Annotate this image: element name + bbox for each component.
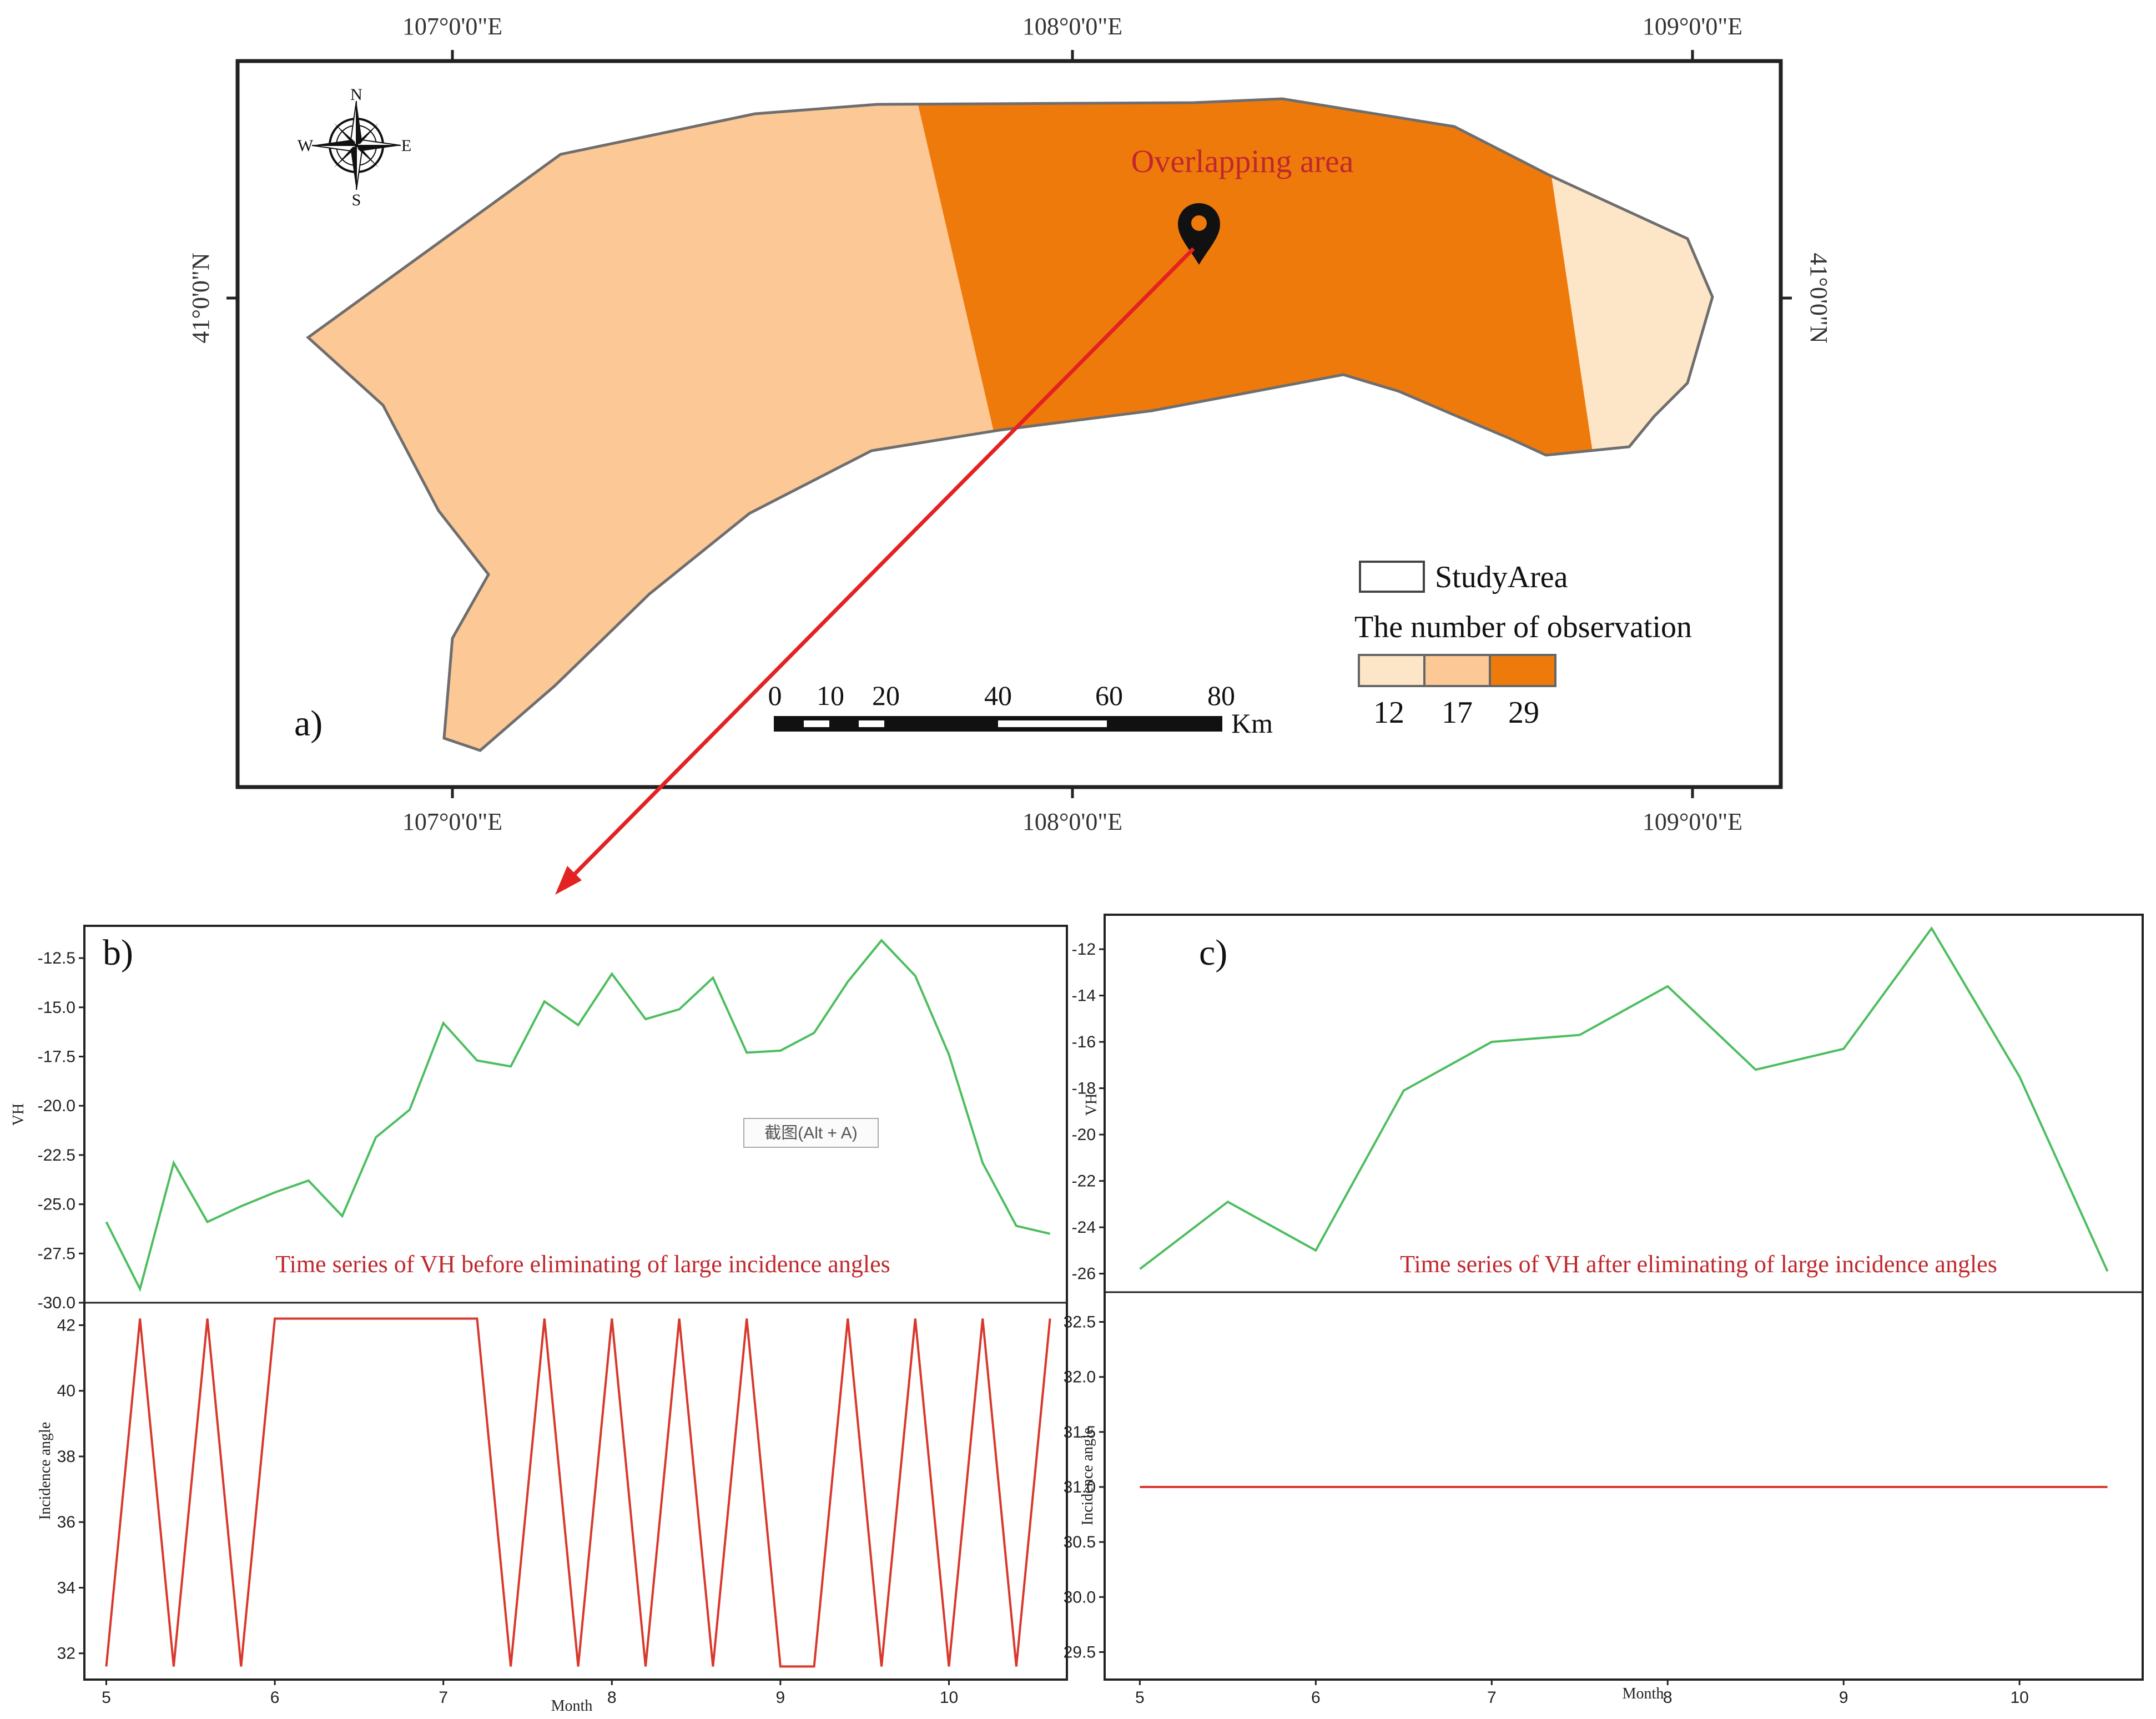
ytick-label: 38: [57, 1448, 75, 1466]
ytick-label: 32.5: [1064, 1313, 1096, 1332]
ytick-label: -20: [1072, 1126, 1096, 1144]
ytick-label: 36: [57, 1513, 75, 1531]
xtick-label: 9: [1839, 1688, 1848, 1707]
ytick-label: -24: [1072, 1218, 1096, 1237]
xtick-label: 5: [102, 1688, 111, 1707]
ytick-label: -30.0: [38, 1294, 75, 1312]
scale-tick-60: 60: [1095, 680, 1123, 711]
ytick-label: 30.5: [1064, 1533, 1096, 1551]
ytick-label: 30.0: [1064, 1588, 1096, 1606]
ytick-label: 29.5: [1064, 1643, 1096, 1661]
chart-b-annotation: Time series of VH before eliminating of …: [275, 1251, 890, 1278]
compass-w: W: [298, 137, 314, 155]
ytick-label: 32.0: [1064, 1368, 1096, 1387]
chart-b-panel-label: b): [103, 932, 133, 973]
lon-label-bottom-3: 109°0'0"E: [1643, 808, 1742, 835]
chart-c-incidence-ylabel: Incidence angle: [1079, 1428, 1096, 1525]
scale-tick-20: 20: [872, 680, 900, 711]
lat-label-right: 41°0'0"N: [1805, 253, 1832, 343]
xtick-label: 8: [1663, 1688, 1673, 1707]
ytick-label: -15.0: [38, 999, 75, 1017]
screenshot-tooltip-text: 截图(Alt + A): [764, 1124, 858, 1142]
map-panel: 107°0'0"E 108°0'0"E 109°0'0"E 107°0'0"E …: [187, 13, 1832, 895]
chart-c-annotation: Time series of VH after eliminating of l…: [1400, 1251, 1997, 1278]
chart-b-xlabel: Month: [551, 1697, 593, 1715]
chart-b-incidence-ylabel: Incidence angle: [37, 1422, 54, 1520]
xtick-label: 8: [607, 1688, 617, 1707]
xtick-label: 7: [1487, 1688, 1497, 1707]
ytick-label: -20.0: [38, 1097, 75, 1115]
ytick-label: -22: [1072, 1172, 1096, 1191]
ytick-label: -25.0: [38, 1196, 75, 1214]
legend-value-12: 12: [1373, 695, 1404, 730]
screenshot-tooltip: 截图(Alt + A): [744, 1118, 878, 1147]
ytick-label: 32: [57, 1645, 75, 1663]
scale-tick-0: 0: [768, 680, 782, 711]
scale-tick-80: 80: [1207, 680, 1235, 711]
ytick-label: 42: [57, 1316, 75, 1334]
scale-tick-40: 40: [984, 680, 1012, 711]
ytick-label: -12.5: [38, 949, 75, 967]
lon-label-bottom-1: 107°0'0"E: [402, 808, 502, 835]
legend-title: The number of observation: [1354, 610, 1692, 644]
ytick-label: -22.5: [38, 1146, 75, 1165]
lon-label-bottom-2: 108°0'0"E: [1022, 808, 1122, 835]
xtick-label: 10: [2010, 1688, 2028, 1707]
xtick-label: 6: [1311, 1688, 1321, 1707]
lon-label-top-1: 107°0'0"E: [402, 13, 502, 40]
legend-swatch-12: [1359, 655, 1424, 686]
chart-c-vh-ylabel: VH: [1083, 1093, 1100, 1116]
xtick-label: 10: [940, 1688, 958, 1707]
legend-study-area-swatch: [1360, 562, 1424, 592]
scale-tick-10: 10: [817, 680, 844, 711]
lon-label-top-3: 109°0'0"E: [1643, 13, 1742, 40]
chart-c-frame: [1105, 915, 2143, 1680]
legend-value-17: 17: [1442, 695, 1473, 730]
lon-label-top-2: 108°0'0"E: [1022, 13, 1122, 40]
xtick-label: 7: [439, 1688, 448, 1707]
ytick-label: -16: [1072, 1033, 1096, 1051]
legend-study-area-label: StudyArea: [1435, 560, 1568, 594]
compass-s: S: [352, 191, 361, 209]
ytick-label: -14: [1072, 987, 1096, 1005]
ytick-label: -27.5: [38, 1244, 75, 1263]
xtick-label: 6: [270, 1688, 280, 1707]
ytick-label: -12: [1072, 940, 1096, 959]
ytick-label: 40: [57, 1382, 75, 1400]
legend-swatch-17: [1424, 655, 1490, 686]
ytick-label: -17.5: [38, 1048, 75, 1066]
compass-e: E: [401, 137, 411, 155]
scale-bar: [774, 716, 1222, 732]
legend-value-29: 29: [1508, 695, 1539, 730]
ytick-label: -26: [1072, 1265, 1096, 1283]
chart-c-panel-label: c): [1199, 932, 1227, 973]
lat-label-left: 41°0'0"N: [187, 253, 214, 343]
chart-panel-b: -12.5 -15.0 -17.5 -20.0 -22.5 -25.0 -27.5 -30.0…: [10, 926, 1067, 1715]
compass-n: N: [350, 85, 362, 104]
chart-c-xlabel: Month: [1623, 1685, 1664, 1702]
chart-panel-c: -12-14-16-18-20-22-24-26 32.532.031.531.…: [1064, 915, 2143, 1707]
scale-unit: Km: [1231, 708, 1273, 739]
legend-swatch-29: [1490, 655, 1555, 686]
chart-b-vh-ylabel: VH: [10, 1103, 27, 1126]
xtick-label: 9: [776, 1688, 785, 1707]
ytick-label: 34: [57, 1579, 75, 1597]
xtick-label: 5: [1135, 1688, 1145, 1707]
overlap-annotation: Overlapping area: [1131, 143, 1354, 179]
map-panel-label: a): [294, 703, 323, 744]
